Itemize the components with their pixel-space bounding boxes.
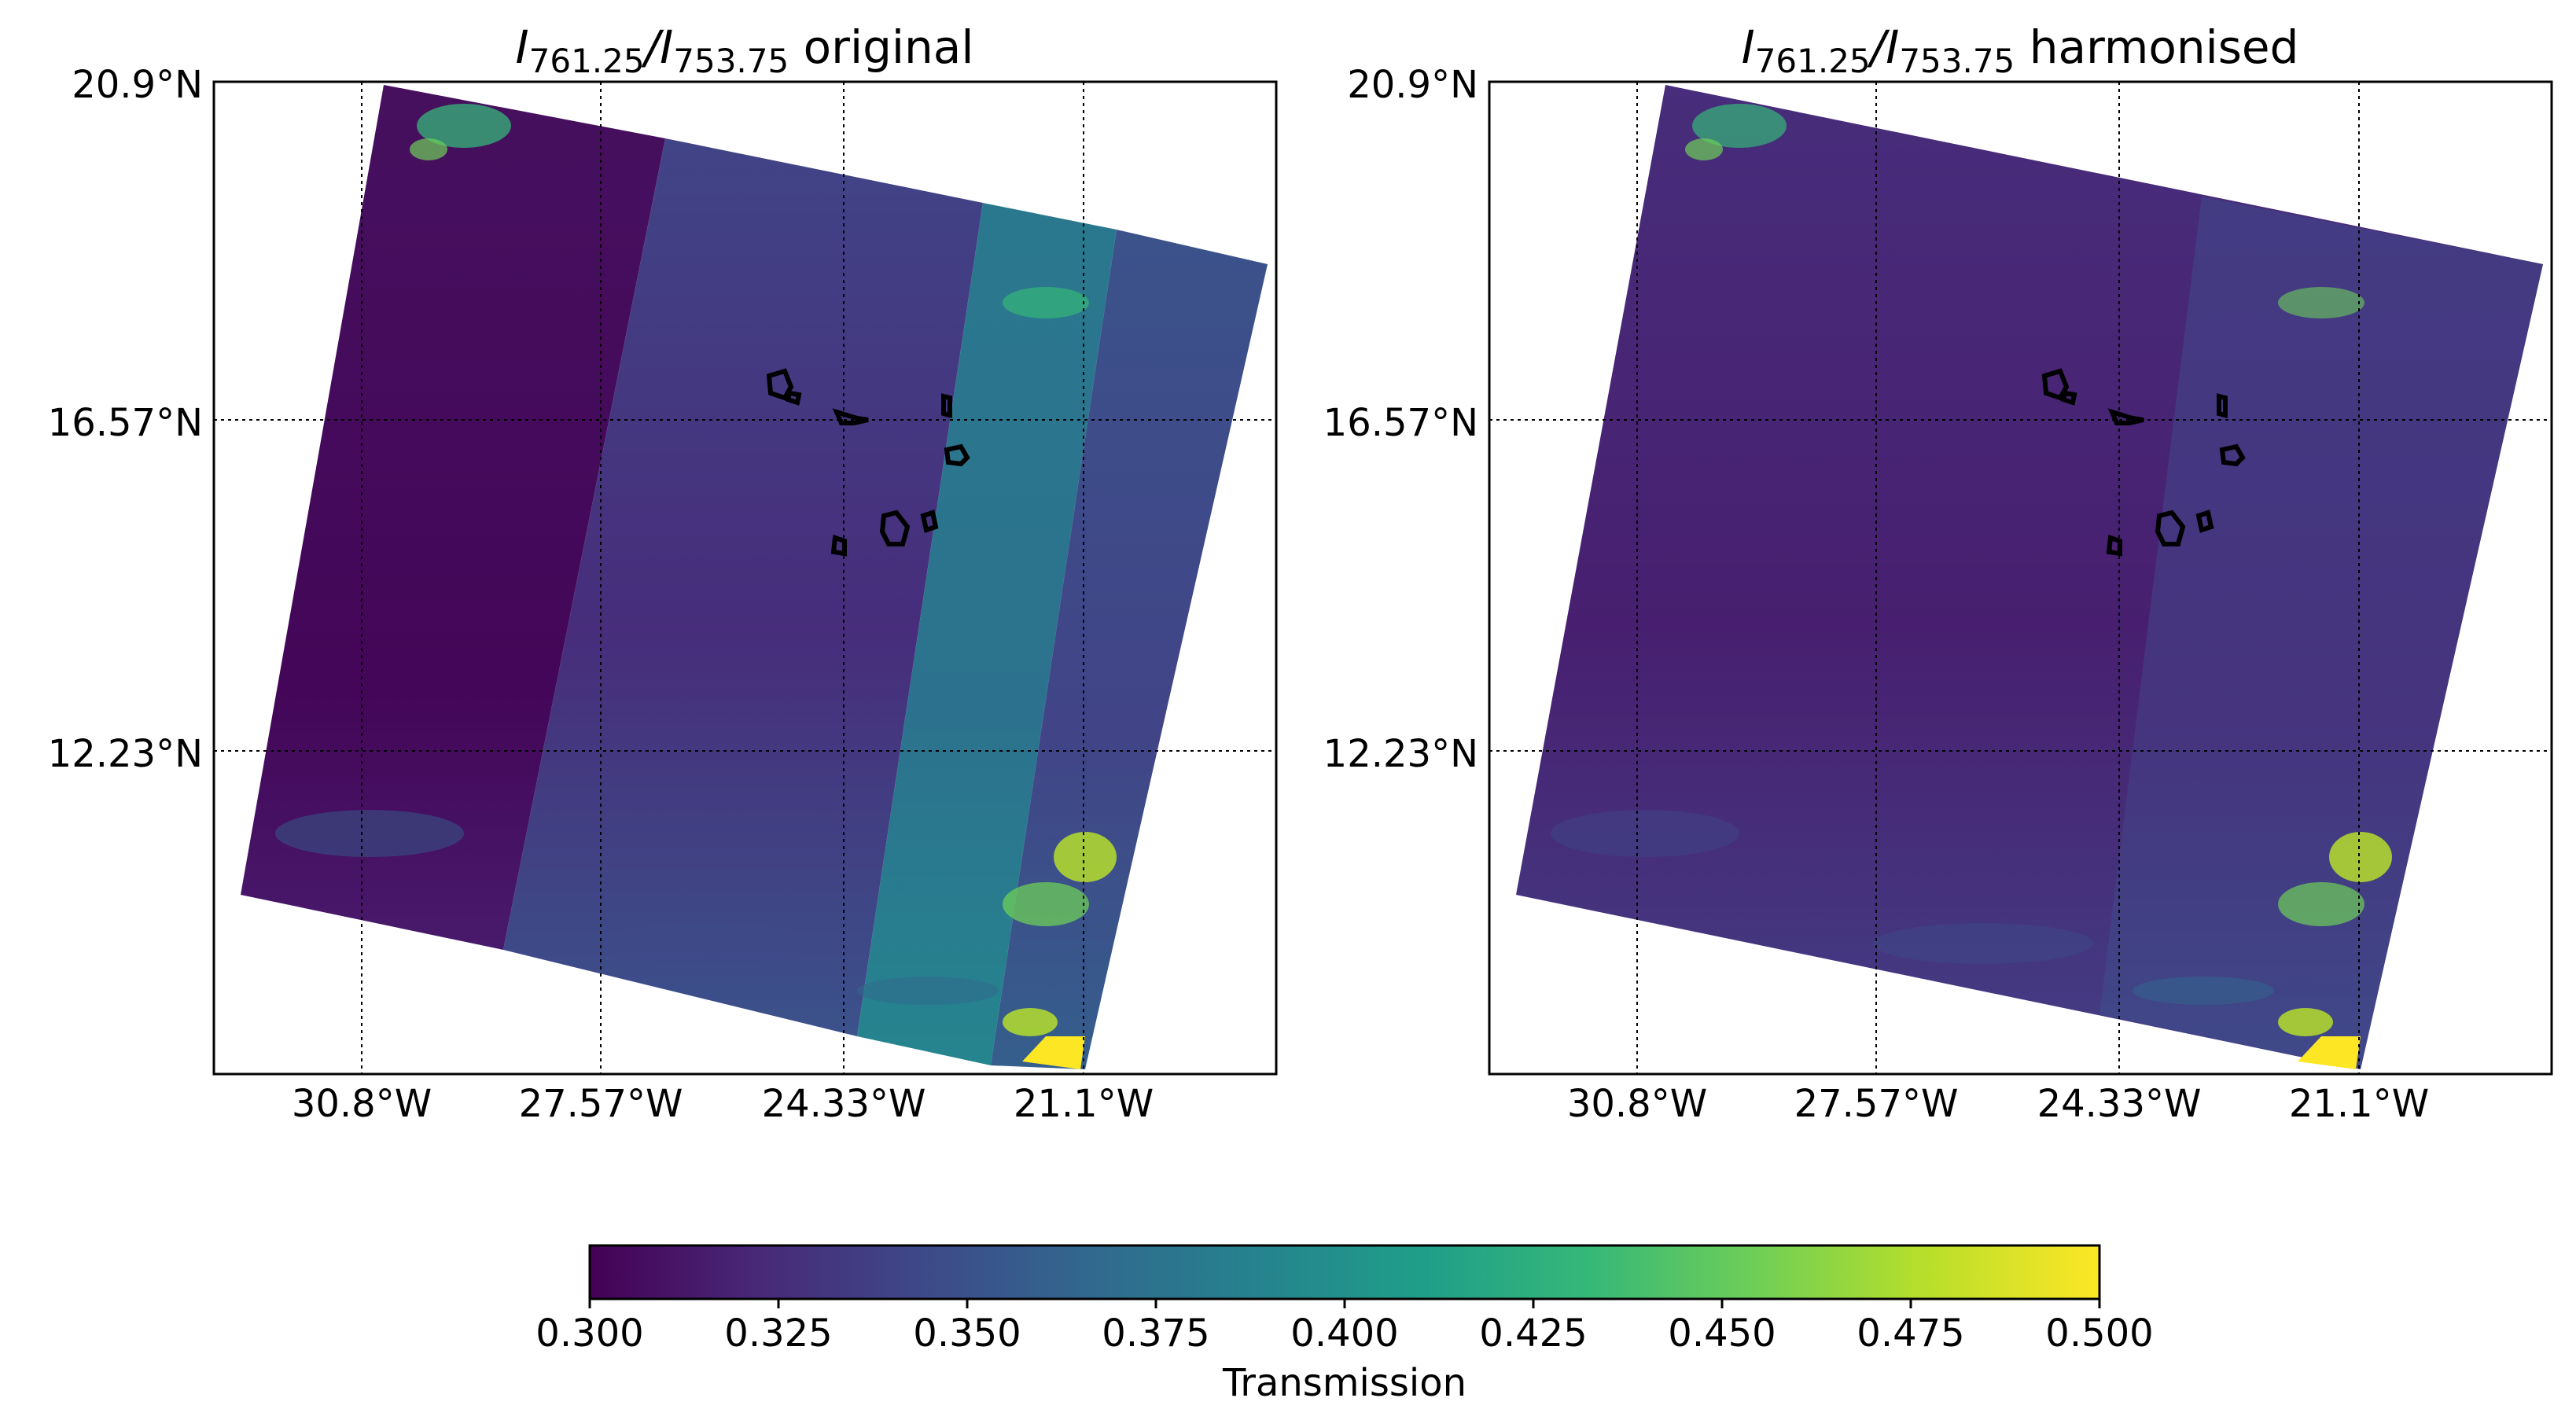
swath-strip-2 — [503, 138, 983, 1036]
x-tick-label-original: 30.8°W — [292, 1082, 432, 1126]
colorbar-tick-label: 0.475 — [1857, 1312, 1964, 1356]
x-tick-label-harmonised: 24.33°W — [2037, 1082, 2202, 1126]
heatmap-original — [241, 85, 1268, 1069]
colorbar-tick-label: 0.425 — [1479, 1312, 1587, 1356]
panel-title-harmonised: I761.25/I753.75 harmonised — [1742, 20, 2299, 80]
x-tick-label-harmonised: 27.57°W — [1794, 1082, 1959, 1126]
colorbar: 0.300 0.325 0.350 0.375 0.400 0.425 0.450 0.475… — [535, 1244, 2154, 1405]
cloud-patches — [275, 104, 1117, 1069]
colorbar-tick-label: 0.325 — [724, 1312, 832, 1356]
y-tick-label-harmonised: 16.57°N — [1323, 401, 1478, 445]
colorbar-gradient — [588, 1244, 2101, 1300]
colorbar-tick-label: 0.450 — [1668, 1312, 1776, 1356]
colorbar-tick-label: 0.375 — [1102, 1312, 1209, 1356]
x-tick-label-harmonised: 21.1°W — [2289, 1082, 2429, 1126]
panel-harmonised: I761.25/I753.75 harmonised 20.9°N 16.57°… — [1323, 20, 2553, 1126]
y-tick-label-harmonised: 12.23°N — [1323, 732, 1478, 776]
y-tick-label-original: 20.9°N — [72, 63, 203, 107]
gridlines-original — [214, 82, 1276, 1074]
swath-strip-3 — [857, 203, 1117, 1065]
axes-frame-harmonised — [1488, 80, 2553, 1076]
x-tick-label-original: 24.33°W — [762, 1082, 926, 1126]
x-tick-label-original: 21.1°W — [1014, 1082, 1154, 1126]
panel-original: I761.25/I753.75 original 20.9°N 16.57°N … — [48, 20, 1278, 1126]
swath-strip-harmonised — [2099, 197, 2543, 1069]
colorbar-tick-label: 0.350 — [913, 1312, 1021, 1356]
colorbar-tick-label: 0.300 — [535, 1312, 643, 1356]
cloud-patches-harmonised — [1551, 104, 2392, 1069]
y-tick-label-harmonised: 20.9°N — [1347, 63, 1478, 107]
gridlines-harmonised — [1489, 82, 2552, 1074]
x-tick-label-harmonised: 30.8°W — [1567, 1082, 1707, 1126]
swath-strip-1 — [241, 85, 665, 950]
axes-frame-original — [212, 80, 1278, 1076]
x-tick-label-original: 27.57°W — [519, 1082, 683, 1126]
colorbar-tick-label: 0.400 — [1290, 1312, 1398, 1356]
panel-title-original: I761.25/I753.75 original — [516, 20, 974, 80]
colorbar-ticks: 0.300 0.325 0.350 0.375 0.400 0.425 0.450 0.475… — [535, 1299, 2154, 1356]
y-tick-label-original: 16.57°N — [48, 401, 203, 445]
heatmap-harmonised — [1516, 85, 2543, 1069]
colorbar-tick-label: 0.500 — [2045, 1312, 2153, 1356]
island-outlines-harmonised — [2041, 368, 2246, 557]
colorbar-label: Transmission — [1222, 1361, 1466, 1405]
y-tick-label-original: 12.23°N — [48, 732, 203, 776]
island-outlines — [766, 368, 970, 557]
